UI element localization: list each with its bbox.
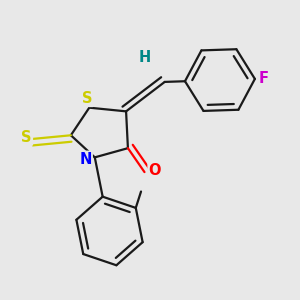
Text: O: O (148, 163, 161, 178)
Text: S: S (22, 130, 32, 145)
Text: N: N (80, 152, 92, 167)
Text: H: H (138, 50, 151, 65)
Text: S: S (82, 91, 93, 106)
Text: F: F (259, 71, 269, 86)
